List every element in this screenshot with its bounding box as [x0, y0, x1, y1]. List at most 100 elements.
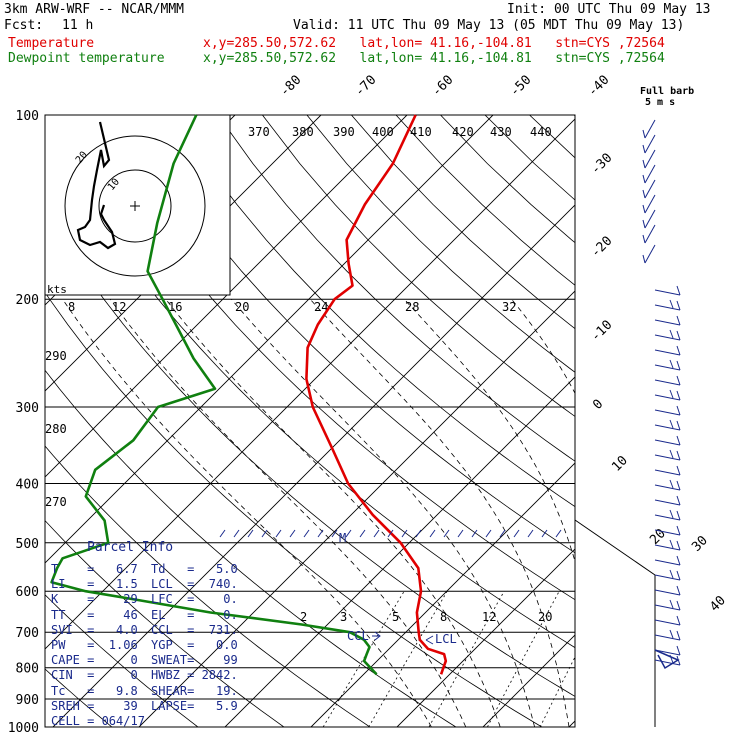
moist-adiabat: [403, 298, 575, 563]
dewpoint-line: [50, 114, 378, 676]
dry-adiabat: [619, 115, 740, 727]
mixing-ratio-line: [322, 590, 405, 727]
isotherm-label: 20: [647, 526, 669, 548]
wind-barb: [676, 510, 681, 521]
parcel-index-left: T = 6.7: [51, 562, 138, 576]
wind-barb: [654, 499, 681, 506]
wind-barb: [676, 630, 681, 641]
wind-barb: [644, 179, 656, 199]
wind-barb: [642, 174, 646, 184]
wind-barb: [654, 529, 681, 536]
wind-barb: [676, 405, 681, 416]
lifted-parcel-tick: [359, 529, 366, 538]
mixing-ratio-label: 12: [112, 300, 126, 314]
parcel-index-right: LFC = 0.: [151, 592, 238, 607]
lifted-parcel-tick: [233, 529, 240, 538]
wind-barb: [644, 134, 656, 154]
parcel-info-panel: Parcel Info T = 6.7 LI = 1.5 K = 29 TT = 46…: [45, 540, 238, 730]
parcel-index-left: SREH = 39: [51, 698, 138, 713]
dry-adiabat: [173, 115, 575, 508]
wind-barb: [676, 420, 681, 431]
pressure-label: 300: [16, 401, 39, 416]
dry-adiabat: [45, 291, 543, 727]
dry-adiabat: [45, 668, 113, 727]
mixing-ratio-line: [428, 591, 505, 727]
wind-barbs: [574, 119, 681, 727]
parcel-index-right: LAPSE= 5.9: [151, 698, 238, 713]
misc-annotations: LCL CCL M: [219, 529, 562, 646]
isotherm-line: [482, 634, 575, 727]
wind-barb: [644, 119, 656, 139]
valid-time: Valid: 11 UTC Thu 09 May 13 (05 MDT Thu …: [293, 18, 685, 33]
hodograph-trace: [76, 121, 117, 250]
lifted-parcel-tick: [275, 529, 282, 538]
dry-adiabat: [440, 115, 575, 244]
isotherm-label: 10: [609, 453, 631, 475]
lifted-parcel-tick: [289, 529, 296, 538]
lcl-marker: M: [339, 531, 346, 545]
isotherm-label: -10: [588, 318, 615, 345]
isotherm-label: -80: [277, 73, 304, 100]
lifted-parcel-tick: [443, 529, 450, 538]
lifted-parcel-tick: [415, 529, 422, 538]
wind-barb: [654, 559, 681, 566]
wind-barb: [644, 149, 656, 169]
wind-barb: [669, 479, 674, 489]
background-lines: [45, 115, 740, 727]
mixing-ratio-label: 16: [168, 300, 182, 314]
wind-barb: [676, 555, 681, 566]
lifted-parcel-tick: [555, 529, 562, 538]
lifted-parcel-tick: [345, 529, 352, 538]
hodograph-ring-20: [64, 135, 206, 277]
wind-barb: [654, 469, 681, 476]
parcel-index-left: LI = 1.5: [51, 577, 138, 592]
parcel-index-right: YGP = 0.0: [151, 638, 238, 652]
mixing-ratio-label: 12: [482, 610, 496, 624]
lifted-parcel-tick: [471, 529, 478, 538]
wind-barb: [654, 409, 681, 416]
mixing-ratio-label: 20: [538, 610, 552, 624]
lifted-parcel-tick: [373, 529, 380, 538]
hodograph-units: kts: [47, 283, 67, 296]
wind-barb: [654, 334, 681, 341]
wind-barb: [654, 544, 681, 551]
isotherm-label: 40: [707, 593, 729, 615]
theta-e-label: 370: [248, 125, 270, 139]
lifted-parcel-tick: [485, 529, 492, 538]
parcel-index-left: CIN = 0: [51, 668, 138, 683]
wind-barb: [654, 364, 681, 371]
lifted-parcel-tick: [247, 529, 254, 538]
forecast-label: Fcst:: [4, 18, 44, 33]
wind-barb: [676, 585, 681, 596]
wind-barb: [669, 599, 674, 609]
wind-barb: [669, 509, 674, 519]
wind-barb: [676, 360, 681, 371]
dry-adiabat: [529, 115, 575, 159]
forecast-hour: 11 h: [62, 18, 94, 33]
isotherm-line: [45, 115, 408, 478]
wind-barb: [669, 629, 674, 639]
parcel-index-right: EL = 0.: [151, 607, 238, 622]
wind-barb: [676, 465, 681, 476]
wind-barb: [644, 194, 656, 214]
theta-e-label: 420: [452, 125, 474, 139]
parcel-index-right: SWEAT= 99: [151, 653, 238, 668]
dry-adiabat: [45, 520, 285, 727]
wind-barb: [669, 359, 674, 369]
dry-adiabat-label: 280: [45, 422, 67, 436]
isotherm-label: 0: [590, 397, 606, 413]
init-time: Init: 00 UTC Thu 09 May 13: [507, 2, 711, 17]
wind-barb: [676, 525, 681, 536]
mixing-ratio-label: 32: [502, 300, 516, 314]
mixing-ratio-line: [368, 590, 448, 727]
wind-barb: [644, 164, 656, 184]
theta-e-label: 440: [530, 125, 552, 139]
theta-e-label: 380: [292, 125, 314, 139]
isotherm-label: -70: [352, 73, 379, 100]
dry-adiabat: [351, 115, 575, 330]
mixing-ratio-label: 24: [314, 300, 328, 314]
wind-barb: [654, 454, 681, 461]
wind-barb: [654, 484, 681, 491]
sounding-series: [50, 114, 448, 676]
parcel-index-right: CCL = 731.: [151, 622, 238, 637]
